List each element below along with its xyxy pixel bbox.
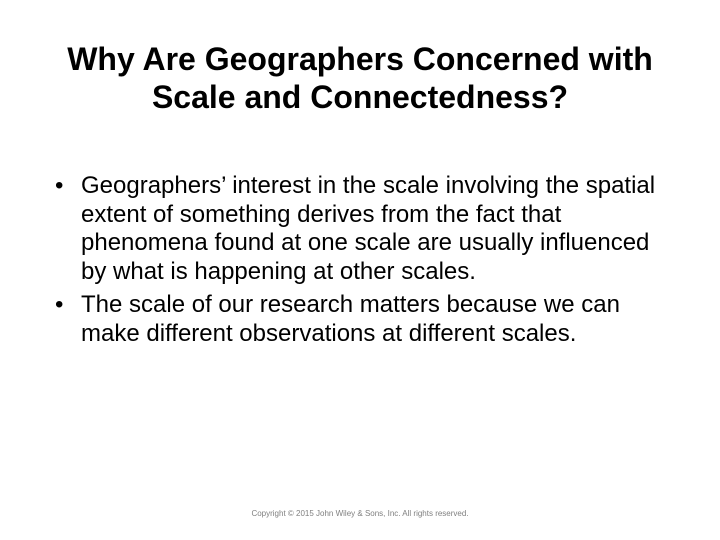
list-item: Geographers’ interest in the scale invol…: [55, 172, 675, 287]
list-item: The scale of our research matters becaus…: [55, 291, 675, 349]
slide-title: Why Are Geographers Concerned with Scale…: [45, 40, 675, 117]
copyright-footer: Copyright © 2015 John Wiley & Sons, Inc.…: [0, 509, 720, 518]
bullet-list: Geographers’ interest in the scale invol…: [45, 172, 675, 349]
slide: Why Are Geographers Concerned with Scale…: [0, 0, 720, 540]
